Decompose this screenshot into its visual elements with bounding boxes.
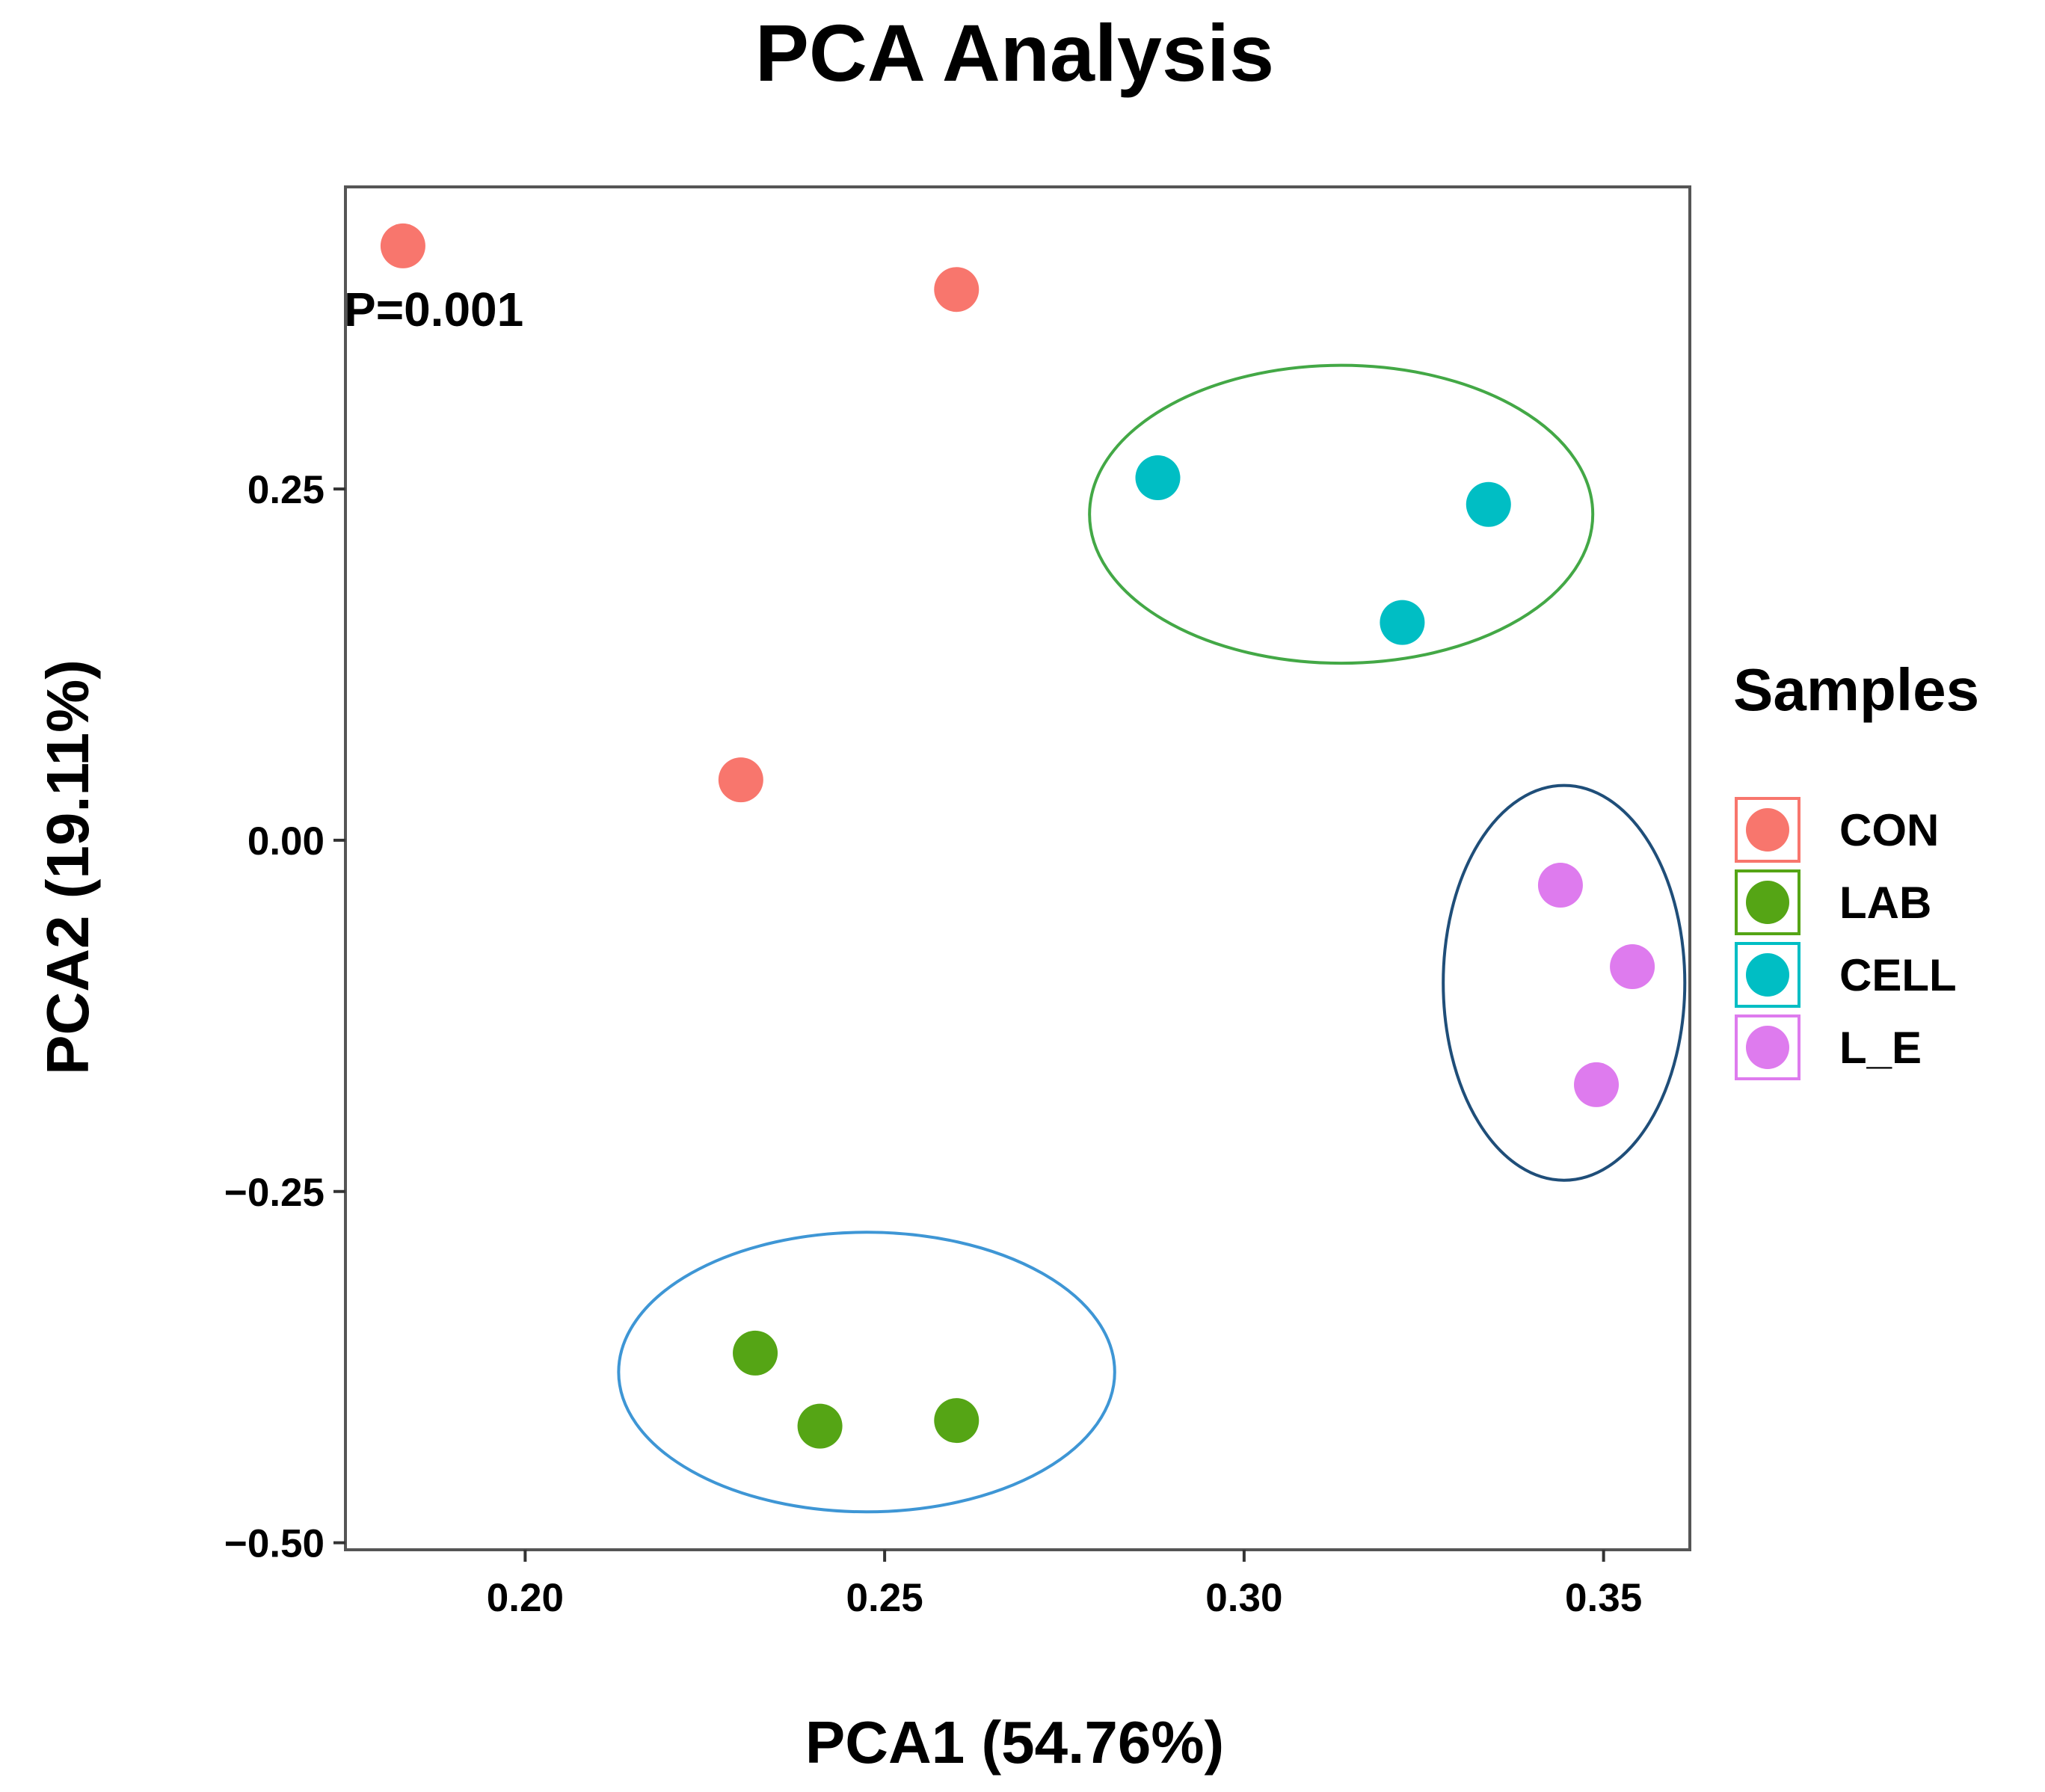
y-tick-label: 0.00	[247, 819, 325, 863]
x-tick-label: 0.30	[1205, 1576, 1282, 1620]
p-value-annotation: P=0.001	[344, 283, 523, 336]
point-con	[718, 757, 763, 803]
ellipse-l-e	[1442, 783, 1687, 1182]
legend-key-marker	[1746, 1026, 1789, 1069]
legend-label: CELL	[1839, 950, 1957, 1000]
data-points	[380, 223, 1655, 1449]
y-tick-label: 0.25	[247, 468, 325, 512]
point-cell	[1380, 600, 1425, 645]
point-l-e	[1574, 1062, 1620, 1107]
plot-panel-border	[344, 185, 1691, 1551]
confidence-ellipses	[617, 363, 1687, 1514]
ellipse-cell	[1088, 363, 1595, 665]
legend-key-marker	[1746, 953, 1789, 997]
legend: CON LAB CELL L_E	[1735, 797, 1957, 1080]
legend-key-marker	[1746, 808, 1789, 852]
x-tick-label: 0.35	[1565, 1576, 1642, 1620]
y-tick-label: −0.50	[224, 1522, 325, 1566]
x-axis-title: PCA1 (54.76%)	[805, 1709, 1224, 1776]
point-l-e	[1610, 944, 1655, 990]
point-l-e	[1537, 863, 1583, 908]
legend-key-marker	[1746, 881, 1789, 924]
legend-label: L_E	[1839, 1023, 1922, 1073]
point-cell	[1466, 481, 1511, 527]
point-lab	[934, 1398, 980, 1444]
legend-item-lab: LAB	[1735, 869, 1931, 935]
ellipse-lab	[617, 1231, 1116, 1514]
y-tick-label: −0.25	[224, 1171, 325, 1215]
x-axis: 0.20 0.25 0.30 0.35	[487, 1550, 1642, 1620]
point-con	[380, 223, 425, 268]
legend-item-con: CON	[1735, 797, 1939, 863]
point-con	[934, 267, 980, 312]
point-lab	[733, 1330, 778, 1376]
point-lab	[797, 1403, 843, 1449]
legend-label: LAB	[1839, 878, 1931, 928]
x-tick-label: 0.20	[487, 1576, 564, 1620]
legend-title: Samples	[1733, 656, 1979, 723]
point-cell	[1135, 455, 1181, 501]
chart-title: PCA Analysis	[755, 7, 1274, 98]
legend-item-l-e: L_E	[1735, 1014, 1922, 1080]
y-axis-title: PCA2 (19.11%)	[34, 659, 101, 1075]
x-tick-label: 0.25	[846, 1576, 923, 1620]
y-axis: 0.25 0.00 −0.25 −0.50	[224, 468, 345, 1566]
legend-item-cell: CELL	[1735, 942, 1957, 1008]
legend-label: CON	[1839, 805, 1939, 855]
